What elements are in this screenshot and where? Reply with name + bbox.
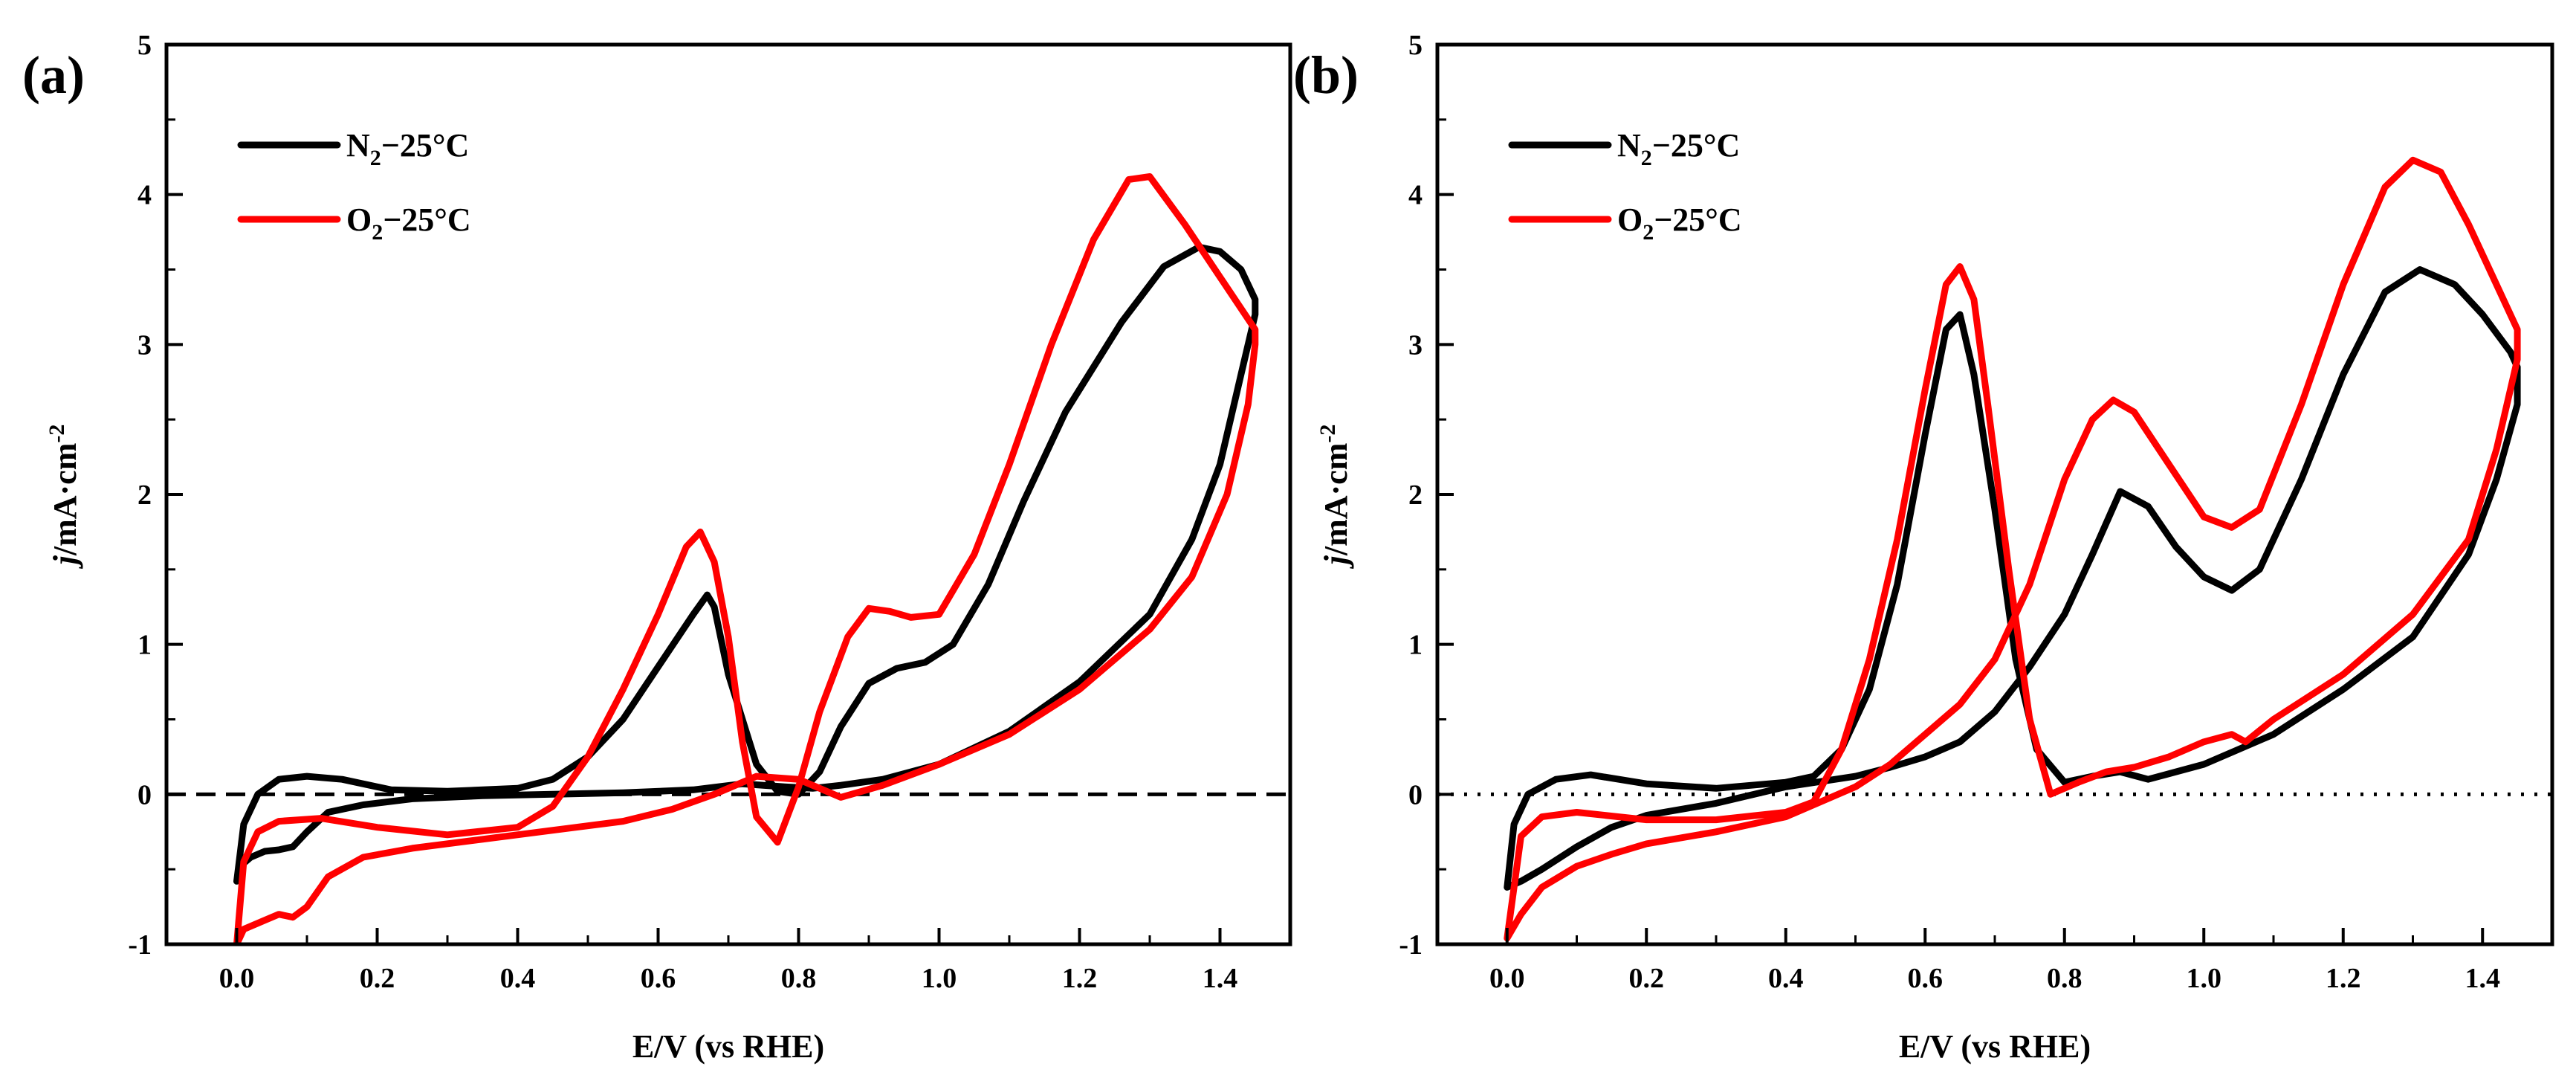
series-line-o2 [1504,156,2521,942]
y-tick-label: -1 [1399,929,1423,961]
y-tick-label: 4 [137,180,152,211]
x-tick-label: 0.0 [219,963,255,994]
x-tick-label: 0.0 [1489,963,1525,994]
chart-panel-a: 0.0 0.2 0.4 0.6 0.8 1.0 1.2 1.4 -1 0 1 2 3 4 5 E/V (vs … [22,30,1292,1065]
x-tick-label: 1.2 [2326,963,2361,994]
y-tick-label: 0 [137,779,152,810]
x-tick-label: 0.6 [641,963,676,994]
legend: N2−25°C O2−25°C [1508,127,1742,245]
y-tick-label: 3 [137,329,152,361]
x-tick-label: 1.0 [2187,963,2222,994]
x-tick-label: 0.4 [1768,963,1804,994]
y-tick-label: 3 [1408,329,1423,361]
x-tick-label: 1.4 [1203,963,1238,994]
series-line-n2 [1504,266,2521,891]
y-axis-title: j/mA·cm-2 [45,425,83,570]
legend: N2−25°C O2−25°C [237,127,471,245]
x-axis-title: E/V (vs RHE) [1899,1028,2091,1065]
x-axis-title: E/V (vs RHE) [632,1028,824,1065]
series-line-n2 [233,243,1259,885]
panel-label: (a) [22,45,85,105]
legend-label-o2: O2−25°C [346,201,471,245]
y-tick-label: 0 [1408,779,1423,810]
y-tick-label: 2 [1408,480,1423,511]
legend-label-n2: N2−25°C [1617,127,1740,170]
y-tick-label: 2 [137,480,152,511]
y-tick-label: 4 [1408,180,1423,211]
x-tick-label: 0.8 [781,963,817,994]
legend-label-n2: N2−25°C [346,127,469,170]
x-tick-label: 0.2 [1629,963,1665,994]
y-tick-label: 1 [137,630,152,661]
x-tick-label: 1.0 [922,963,957,994]
chart-panel-b: 0.0 0.2 0.4 0.6 0.8 1.0 1.2 1.4 -1 0 1 2 3 4 5 E/V (vs … [1293,30,2554,1065]
y-tick-label: 5 [1408,30,1423,61]
y-tick-label: -1 [128,929,152,961]
y-axis-title: j/mA·cm-2 [1315,425,1354,570]
x-tick-label: 1.4 [2465,963,2501,994]
series-line-o2 [233,173,1259,944]
x-tick-label: 0.8 [2047,963,2083,994]
x-tick-label: 1.2 [1062,963,1098,994]
x-tick-label: 0.2 [360,963,395,994]
legend-label-o2: O2−25°C [1617,201,1742,245]
y-tick-label: 1 [1408,630,1423,661]
panel-label: (b) [1293,45,1359,105]
y-tick-label: 5 [137,30,152,61]
x-tick-label: 0.4 [500,963,536,994]
x-tick-label: 0.6 [1908,963,1944,994]
